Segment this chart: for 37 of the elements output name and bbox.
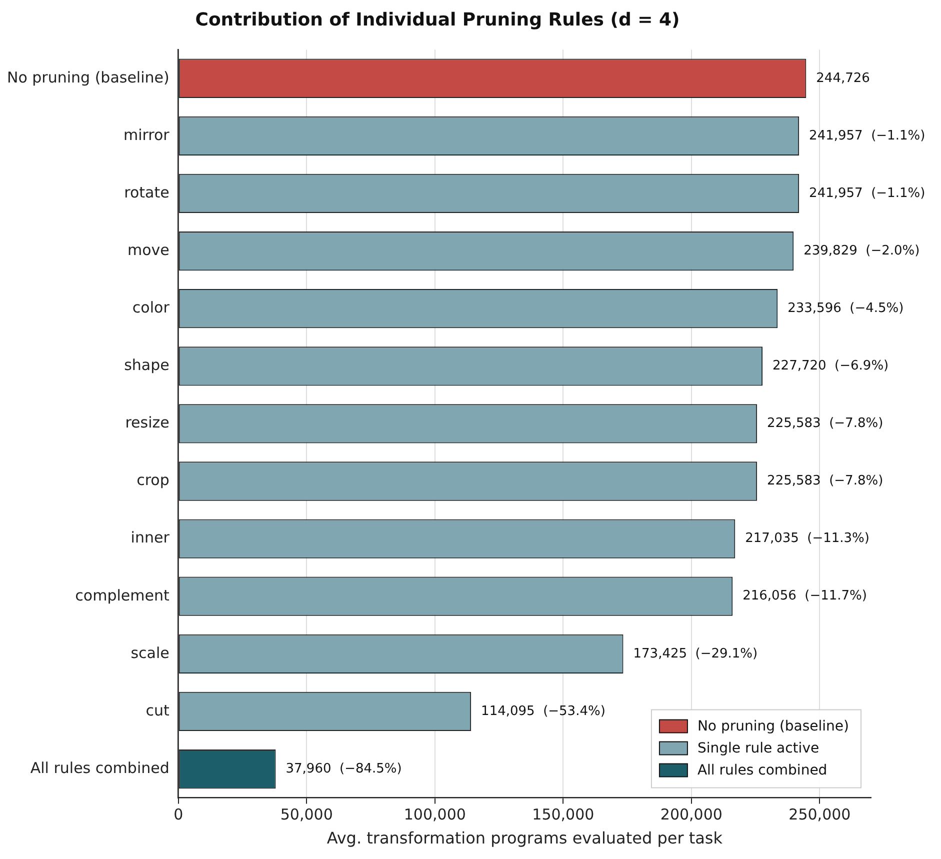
text: 216,056 (−11.7%)	[742, 588, 867, 604]
y-tick-label: cut	[146, 701, 170, 720]
y-tick-label: scale	[130, 644, 170, 662]
text: 217,035 (−11.3%)	[745, 531, 870, 546]
legend-label: All rules combined	[697, 762, 828, 778]
text: 233,596 (−4.5%)	[788, 300, 904, 316]
legend-label: No pruning (baseline)	[697, 718, 850, 734]
x-tick-label: 0	[174, 806, 184, 824]
text: 241,957 (−1.1%)	[809, 128, 926, 144]
legend-label: Single rule active	[697, 740, 820, 756]
text: 239,829 (−2.0%)	[804, 243, 920, 258]
chart-title: Contribution of Individual Pruning Rules (d = 4)	[195, 9, 680, 30]
x-tick-label: 150,000	[532, 806, 594, 824]
y-tick-label: shape	[124, 356, 170, 374]
text: 114,095 (−53.4%)	[481, 704, 606, 719]
y-tick-label: crop	[136, 471, 170, 490]
text: 173,425 (−29.1%)	[633, 646, 758, 662]
y-tick-label: inner	[130, 528, 170, 547]
y-tick-label: All rules combined	[30, 758, 170, 777]
x-tick-label: 250,000	[788, 806, 851, 824]
text: 244,726	[816, 70, 870, 86]
y-tick-label: rotate	[124, 183, 170, 202]
x-tick-label: 100,000	[404, 806, 466, 824]
y-tick-label: complement	[75, 586, 170, 604]
x-tick-label: 50,000	[280, 806, 333, 824]
text: 241,957 (−1.1%)	[809, 186, 926, 201]
y-tick-label: color	[132, 298, 170, 316]
text: 227,720 (−6.9%)	[772, 358, 889, 374]
text: 225,583 (−7.8%)	[767, 474, 884, 489]
y-tick-label: resize	[125, 414, 170, 432]
y-tick-label: move	[127, 240, 170, 259]
x-axis-title: Avg. transformation programs evaluated per task	[326, 828, 724, 848]
text: 225,583 (−7.8%)	[767, 416, 884, 432]
x-tick-label: 200,000	[660, 806, 722, 824]
text: 37,960 (−84.5%)	[286, 761, 402, 776]
y-tick-label: No pruning (baseline)	[6, 68, 170, 86]
y-tick-label: mirror	[123, 126, 170, 144]
